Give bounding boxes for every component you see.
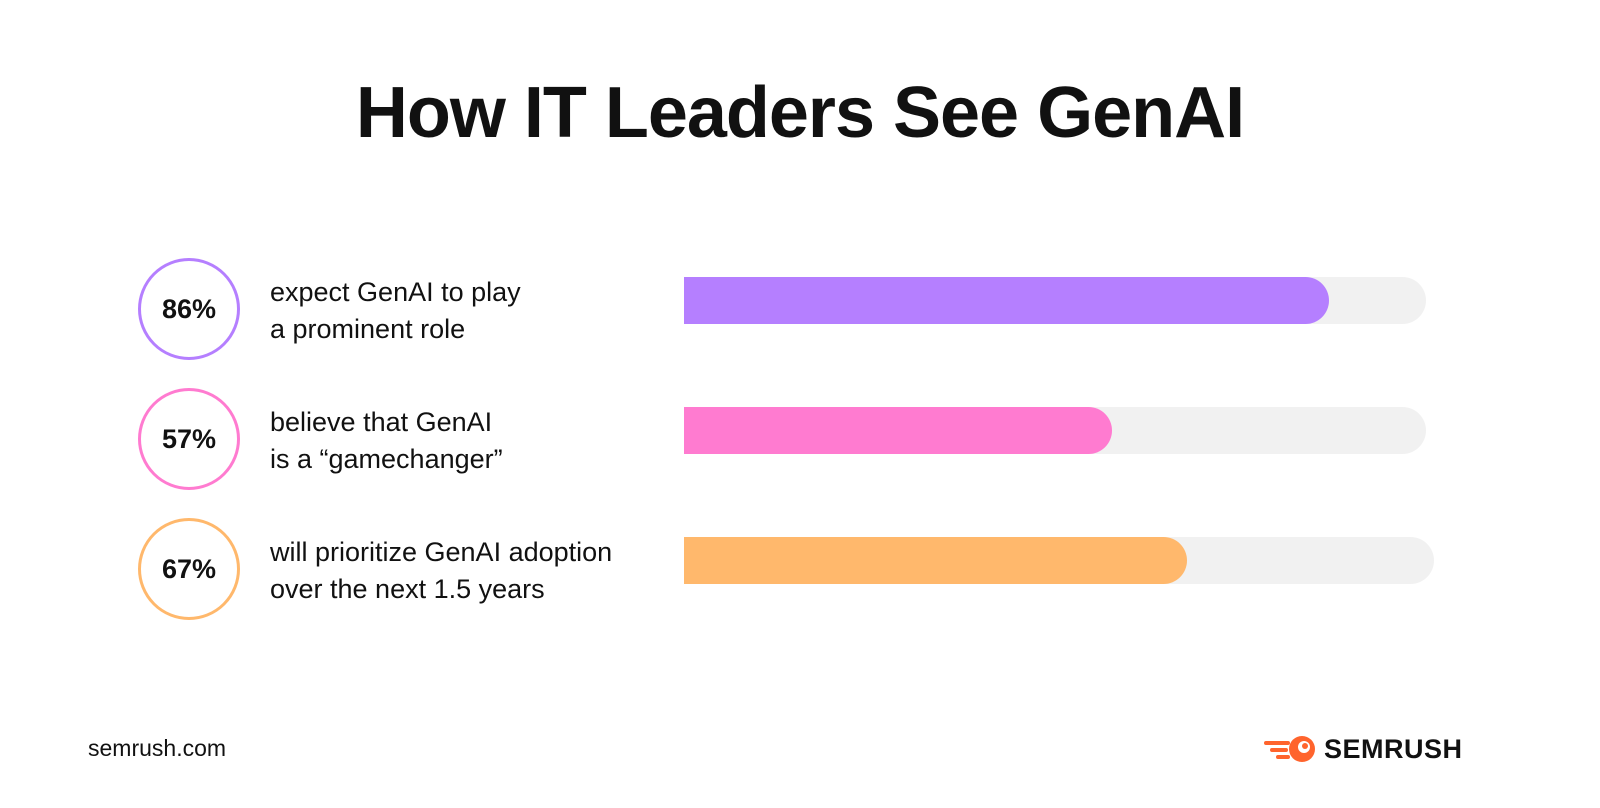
chart-row: 86% expect GenAI to play a prominent role [0,258,1600,368]
percentage-badge: 67% [138,518,240,620]
category-label-line: a prominent role [270,314,466,344]
bar-track [684,537,1434,584]
bar-track [684,407,1426,454]
brand-name: SEMRUSH [1324,733,1463,764]
category-label-line: is a “gamechanger” [270,444,503,474]
category-label-line: will prioritize GenAI adoption [270,537,613,567]
bar-fill [684,537,1187,584]
category-label-line: believe that GenAI [270,407,493,437]
bar-track [684,277,1426,324]
category-label: believe that GenAI is a “gamechanger” [270,404,670,478]
chart-row: 67% will prioritize GenAI adoption over th… [0,518,1600,628]
semrush-fireball-icon [1264,736,1315,762]
category-label-line: expect GenAI to play [270,277,521,307]
bar-fill [684,407,1112,454]
category-label: will prioritize GenAI adoption over the n… [270,534,670,608]
category-label: expect GenAI to play a prominent role [270,274,670,348]
chart-row: 57% believe that GenAI is a “gamechanger” [0,388,1600,498]
brand-logo[interactable]: SEMRUSH [1262,728,1463,770]
category-label-line: over the next 1.5 years [270,574,545,604]
chart-title: How IT Leaders See GenAI [355,73,1245,153]
footer-site-link[interactable]: semrush.com [88,735,227,761]
percentage-badge: 86% [138,258,240,360]
percentage-badge: 57% [138,388,240,490]
bar-fill [684,277,1329,324]
